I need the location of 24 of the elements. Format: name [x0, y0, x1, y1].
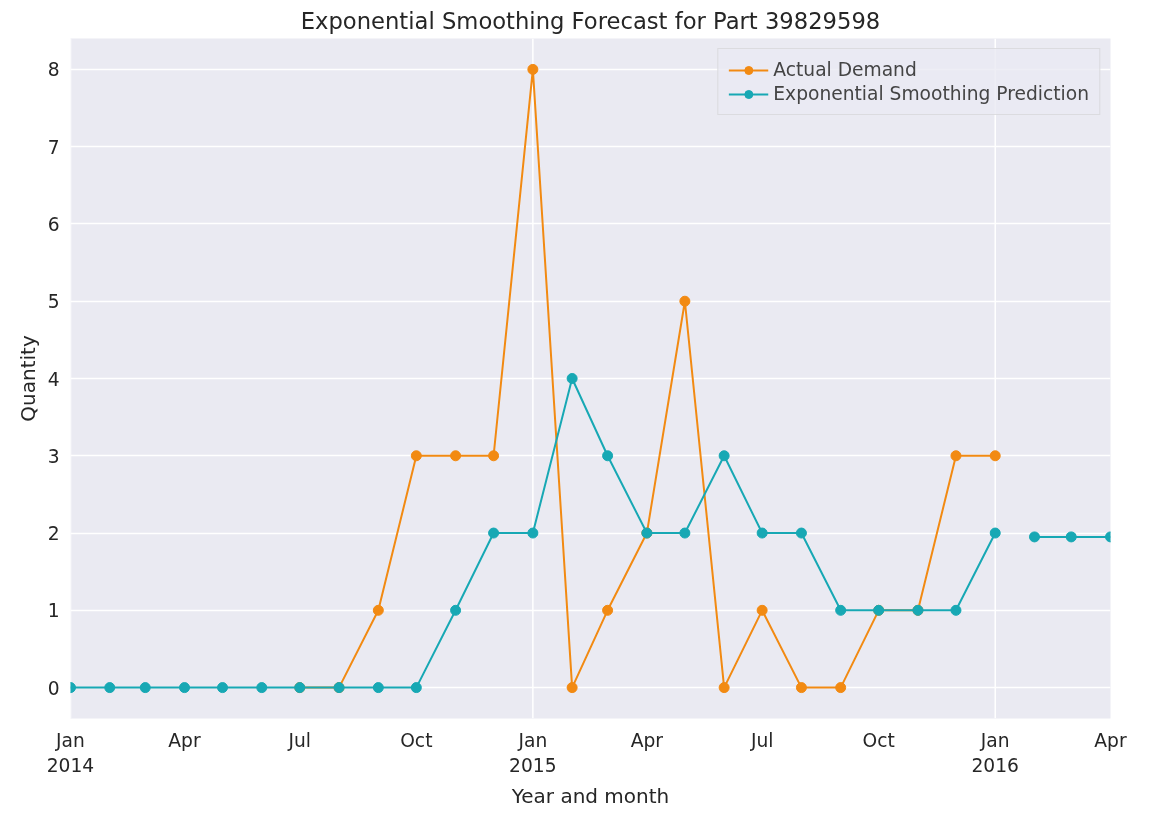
- x-tick-label: Oct: [862, 729, 895, 751]
- x-axis-title: Year and month: [510, 783, 670, 808]
- y-tick-label: 5: [47, 291, 60, 313]
- legend-label: Exponential Smoothing Prediction: [773, 83, 1089, 104]
- x-tick-label: Jan 2016: [971, 729, 1019, 776]
- chart-title: Exponential Smoothing Forecast for Part 39829598: [300, 7, 881, 34]
- y-tick-label: 4: [47, 368, 60, 390]
- y-tick-label: 3: [47, 445, 60, 467]
- y-axis-title: Quantity: [15, 335, 40, 422]
- y-tick-label: 2: [47, 523, 60, 545]
- x-tick-label: Jan 2014: [46, 729, 95, 776]
- y-tick-label: 7: [47, 136, 60, 158]
- x-tick-label: Oct: [400, 729, 433, 751]
- x-tick-label: Apr: [630, 729, 664, 751]
- x-tick-label: Jul: [749, 729, 774, 751]
- y-tick-label: 6: [47, 213, 60, 235]
- y-tick-label: 8: [47, 59, 60, 81]
- x-tick-label: Jul: [287, 729, 312, 751]
- x-tick-label: Apr: [1094, 729, 1127, 751]
- x-tick-label: Apr: [168, 729, 201, 751]
- y-tick-label: 0: [47, 677, 60, 699]
- x-tick-label: Jan 2015: [509, 729, 557, 776]
- legend-label: Actual Demand: [773, 59, 917, 80]
- y-tick-label: 1: [47, 600, 60, 622]
